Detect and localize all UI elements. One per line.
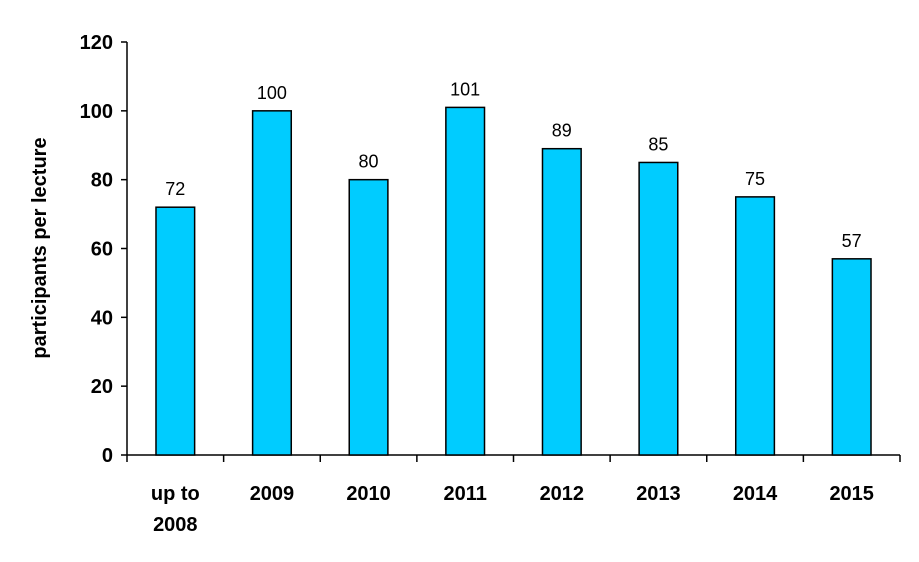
bar	[155, 206, 196, 456]
data-label: 80	[359, 152, 379, 172]
y-axis: 0 20 40 60 80 100 120	[80, 32, 128, 467]
x-tick-label: 2012	[540, 483, 585, 505]
x-tick-label: up to	[151, 483, 200, 505]
y-tick-label: 100	[80, 101, 113, 123]
bar	[734, 196, 776, 456]
y-tick-label: 40	[91, 307, 113, 329]
bar	[831, 258, 872, 456]
x-tick-label: 2013	[636, 483, 681, 505]
data-label: 85	[648, 134, 668, 154]
x-tick-label: 2010	[346, 483, 391, 505]
bar	[445, 106, 486, 456]
x-tick-label: 2008	[153, 514, 198, 536]
x-axis: up to 2008 2009 2010 2011 2012 2013 2014 2015	[126, 454, 901, 536]
y-axis-title: participants per lecture	[29, 137, 51, 358]
data-label: 100	[257, 83, 287, 103]
x-tick-label: 2009	[250, 483, 295, 505]
data-labels: 72 100 80 101 89 85 75 57	[165, 79, 861, 250]
y-tick-label: 80	[91, 170, 113, 192]
data-label: 57	[842, 231, 862, 251]
data-label: 89	[552, 121, 572, 141]
bar	[348, 178, 389, 456]
y-tick-label: 120	[80, 32, 113, 54]
x-tick-label: 2015	[829, 483, 874, 505]
y-tick-label: 0	[102, 445, 113, 467]
x-tick-label: 2014	[733, 483, 778, 505]
bars	[155, 106, 872, 456]
bar	[638, 161, 679, 456]
data-label: 101	[450, 79, 480, 99]
y-tick-label: 20	[91, 376, 113, 398]
y-tick-label: 60	[91, 239, 113, 261]
data-label: 75	[745, 169, 765, 189]
bar	[251, 110, 293, 456]
data-label: 72	[165, 179, 185, 199]
x-tick-label: 2011	[443, 483, 486, 505]
bar	[541, 147, 582, 456]
